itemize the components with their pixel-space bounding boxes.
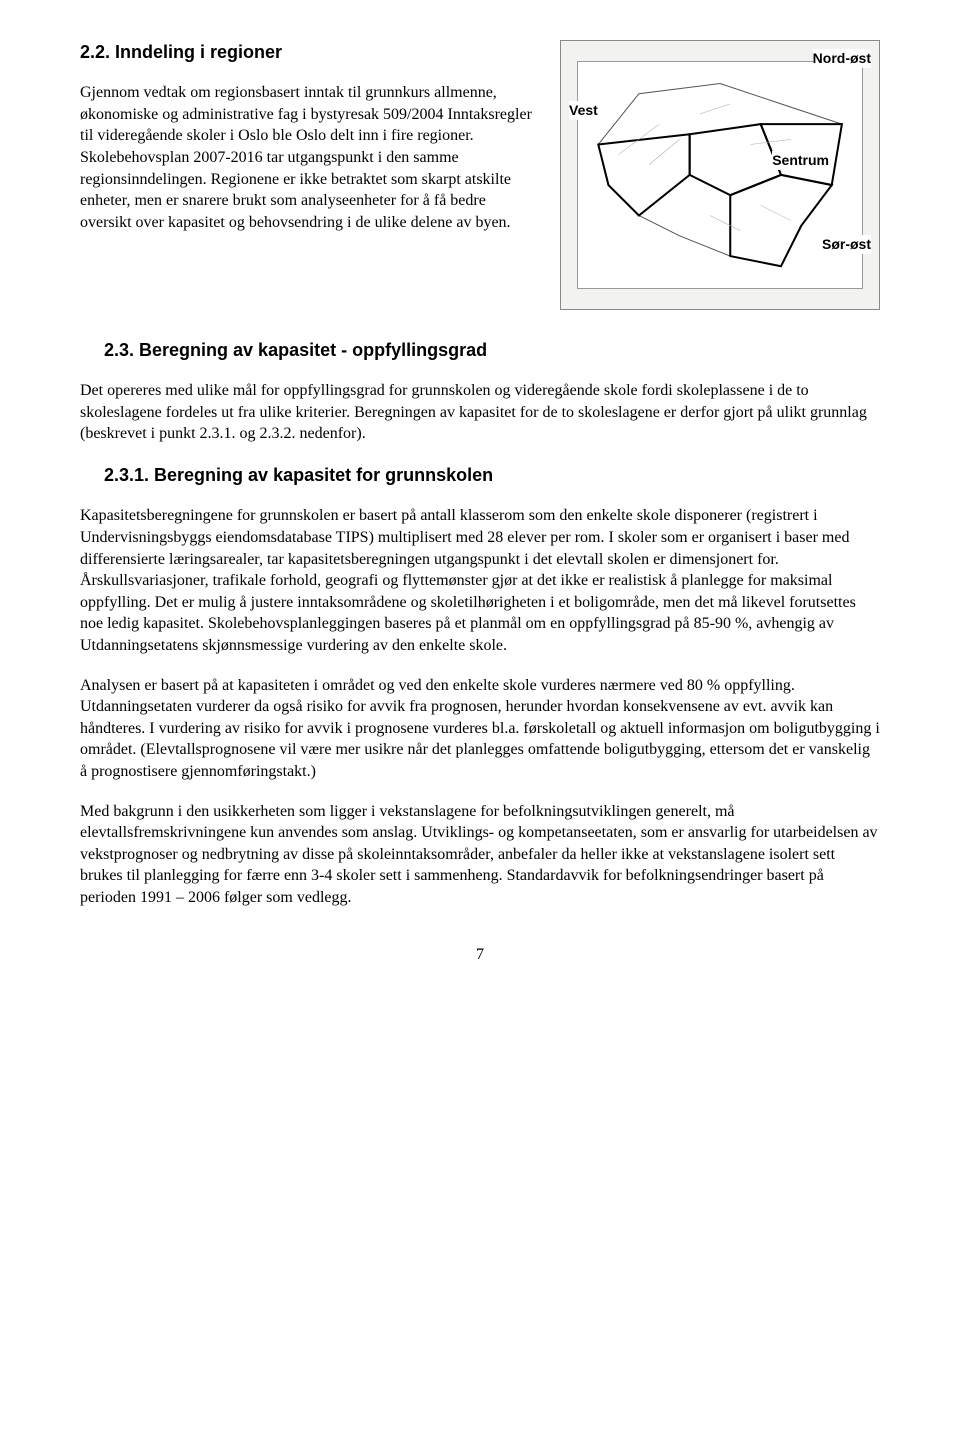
map-outline (577, 61, 863, 289)
paragraph-2-3-1-b: Analysen er basert på at kapasiteten i o… (80, 675, 880, 783)
page-number: 7 (80, 944, 880, 966)
paragraph-2-3-1-c: Med bakgrunn i den usikkerheten som ligg… (80, 801, 880, 909)
map-label-nord: Nord-øst (813, 49, 871, 68)
map-label-vest: Vest (569, 101, 598, 120)
map-label-sentrum: Sentrum (772, 151, 829, 170)
map-label-sor: Sør-øst (822, 235, 871, 254)
map-svg (578, 62, 862, 288)
region-map-figure: Nord-øst Vest Sentrum Sør-øst (560, 40, 880, 310)
paragraph-2-2: Gjennom vedtak om regionsbasert inntak t… (80, 82, 540, 233)
heading-2-3: 2.3. Beregning av kapasitet - oppfylling… (104, 338, 880, 362)
paragraph-2-3-1-a: Kapasitetsberegningene for grunnskolen e… (80, 505, 880, 656)
paragraph-2-3: Det opereres med ulike mål for oppfyllin… (80, 380, 880, 445)
heading-2-3-1: 2.3.1. Beregning av kapasitet for grunns… (104, 463, 880, 487)
heading-2-2: 2.2. Inndeling i regioner (80, 40, 540, 64)
